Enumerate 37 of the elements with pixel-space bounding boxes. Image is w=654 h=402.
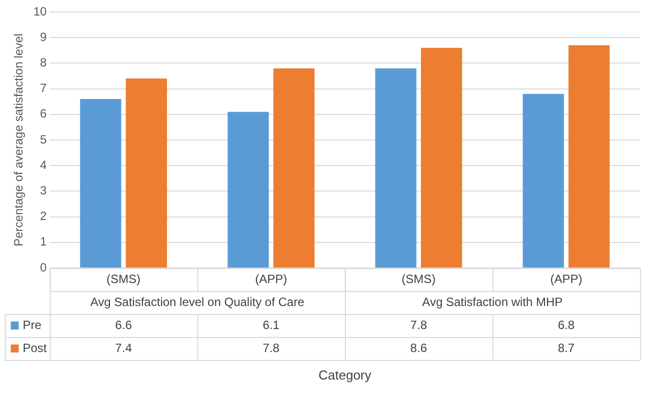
x-tick-label: (APP) [550,272,582,286]
y-tick-label: 4 [40,158,48,172]
y-tick-label: 9 [40,30,48,44]
text: Avg Satisfaction with MHP [422,294,563,309]
data-label: 7.4 [115,340,132,355]
y-tick-label: 3 [40,184,48,198]
y-tick-label: 1 [40,234,48,249]
y-tick-label: 2 [40,209,48,224]
bar [228,112,269,268]
data-label: 6.6 [115,318,132,332]
y-tick-label: 6 [40,106,48,121]
bar [375,68,416,268]
y-tick-label: 5 [40,132,48,146]
data-label: 7.8 [410,318,428,332]
text: Avg Satisfaction level on Quality of Care [90,294,305,309]
bar [420,48,462,268]
bar [273,68,315,268]
legend-label: Pre [22,318,42,332]
y-tick-label: 0 [40,260,48,274]
bar [568,45,610,268]
data-label: 7.8 [262,340,280,355]
text: Category [318,368,372,383]
y-tick-label: 8 [40,56,48,70]
data-label: 6.1 [262,318,280,332]
data-label: 8.7 [558,340,575,355]
legend-label: Post [22,340,48,355]
y-axis-title: Percentage of average satisfaction level [12,34,26,246]
x-tick-label: (APP) [255,272,288,286]
bar [522,94,564,268]
bar [80,99,122,268]
x-tick-label: (SMS) [402,272,436,286]
y-tick-label: 7 [40,81,48,96]
bar [126,78,167,268]
data-label: 6.8 [558,318,575,332]
y-tick-label: 10 [33,4,48,18]
x-tick-label: (SMS) [106,272,141,286]
data-label: 8.6 [410,340,428,355]
